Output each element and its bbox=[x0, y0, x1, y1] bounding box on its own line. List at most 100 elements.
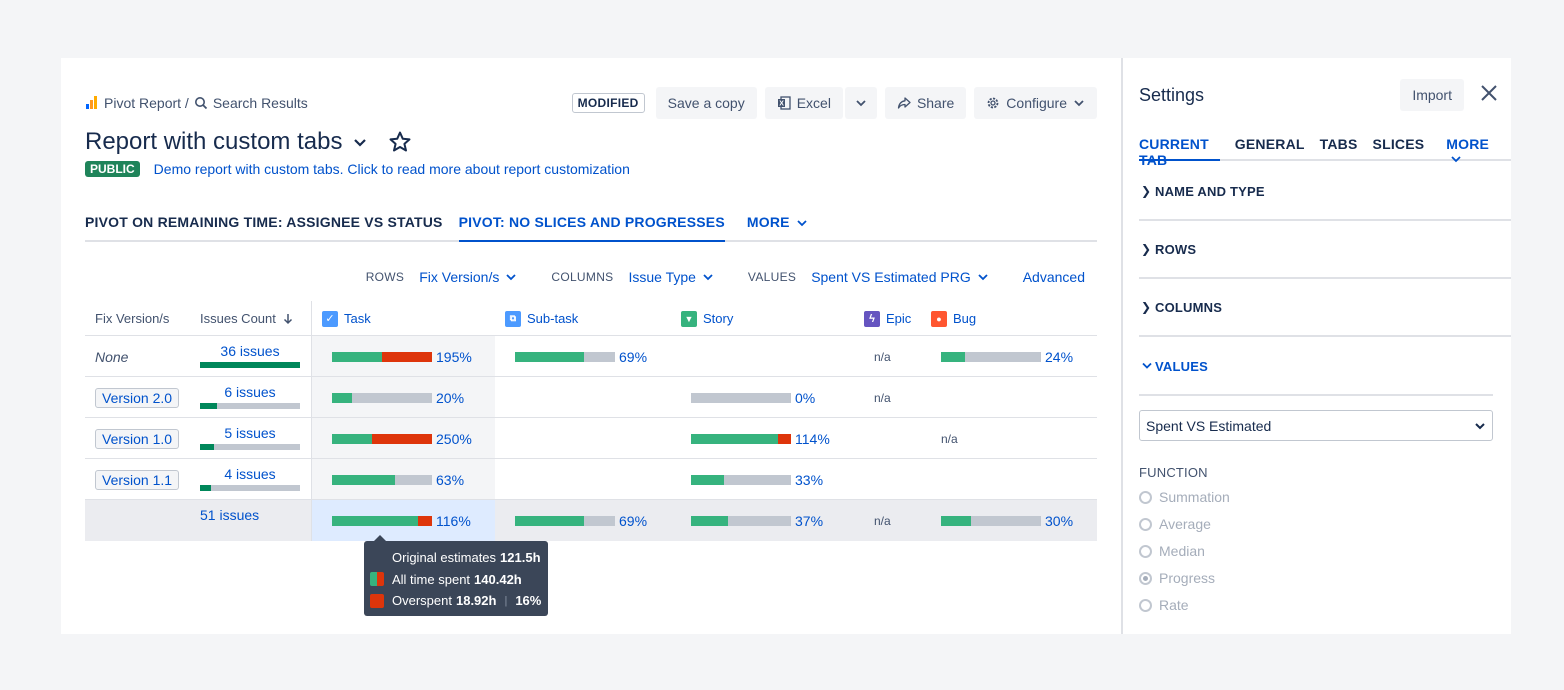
chevron-down-icon[interactable] bbox=[352, 134, 368, 150]
pivot-table: Fix Version/s Issues Count ✓ Task ⧉ Sub-… bbox=[85, 301, 1097, 541]
values-select[interactable]: Spent VS Estimated PRG bbox=[811, 269, 989, 285]
header-task[interactable]: ✓ Task bbox=[322, 301, 371, 336]
story-progress[interactable]: 0% bbox=[691, 377, 815, 418]
section-rows[interactable]: ❯ ROWS bbox=[1139, 221, 1511, 279]
radio-summation[interactable]: Summation bbox=[1139, 489, 1230, 505]
task-progress[interactable]: 63% bbox=[332, 459, 464, 500]
issues-count-link[interactable]: 51 issues bbox=[200, 507, 260, 523]
columns-select[interactable]: Issue Type bbox=[628, 269, 713, 285]
radio-rate[interactable]: Rate bbox=[1139, 597, 1189, 613]
excel-dropdown-button[interactable] bbox=[844, 87, 877, 119]
advanced-link[interactable]: Advanced bbox=[1022, 269, 1085, 285]
radio-progress[interactable]: Progress bbox=[1139, 570, 1215, 586]
subtask-icon: ⧉ bbox=[505, 310, 521, 327]
values-select[interactable]: Spent VS Estimated bbox=[1139, 410, 1493, 441]
section-values[interactable]: VALUES bbox=[1139, 337, 1511, 395]
close-icon[interactable] bbox=[1479, 84, 1499, 104]
task-progress[interactable]: 250% bbox=[332, 418, 472, 459]
section-name-type-label: NAME AND TYPE bbox=[1155, 183, 1265, 199]
description-link[interactable]: Demo report with custom tabs. Click to r… bbox=[153, 161, 630, 177]
panel-divider[interactable] bbox=[1121, 58, 1123, 634]
chevron-down-icon bbox=[703, 274, 713, 281]
excel-icon: X bbox=[777, 96, 791, 110]
radio-selected-icon bbox=[1139, 571, 1152, 585]
toolbar: MODIFIED Save a copy X Excel Share Confi… bbox=[571, 87, 1097, 119]
modified-badge: MODIFIED bbox=[571, 93, 645, 113]
story-progress[interactable]: 114% bbox=[691, 418, 830, 459]
table-row: None 36 issues 195% 69% n/a 24% bbox=[85, 336, 1097, 377]
configure-button[interactable]: Configure bbox=[974, 87, 1097, 119]
version-tag[interactable]: Version 1.1 bbox=[95, 469, 180, 490]
breadcrumb-current[interactable]: Search Results bbox=[212, 95, 308, 111]
story-progress[interactable]: 33% bbox=[691, 459, 823, 500]
header-issues-count-label: Issues Count bbox=[200, 311, 276, 326]
title-row: Report with custom tabs bbox=[85, 128, 412, 156]
settings-tab-current[interactable]: CURRENT TAB bbox=[1139, 136, 1220, 168]
tooltip-estimates-label: Original estimates bbox=[392, 550, 497, 566]
chevron-down-icon bbox=[1451, 156, 1461, 163]
chevron-down-icon bbox=[1475, 422, 1485, 429]
header-story[interactable]: ▼ Story bbox=[681, 301, 733, 336]
header-issues-count[interactable]: Issues Count bbox=[200, 301, 294, 336]
radio-label: Rate bbox=[1159, 597, 1189, 613]
task-progress[interactable]: 116% bbox=[332, 500, 471, 541]
table-row: Version 2.0 6 issues 20% 0% n/a bbox=[85, 377, 1097, 418]
subtask-progress[interactable]: 69% bbox=[515, 336, 647, 377]
bug-progress[interactable]: 24% bbox=[941, 336, 1073, 377]
settings-tab-more-label: MORE bbox=[1446, 136, 1490, 152]
story-progress-value: 0% bbox=[795, 389, 816, 406]
section-name-type[interactable]: ❯ NAME AND TYPE bbox=[1139, 163, 1511, 221]
version-tag[interactable]: Version 2.0 bbox=[95, 387, 180, 408]
task-progress[interactable]: 20% bbox=[332, 377, 464, 418]
radio-icon bbox=[1139, 544, 1152, 558]
bug-progress[interactable]: 30% bbox=[941, 500, 1073, 541]
task-column-bg bbox=[311, 301, 495, 335]
section-values-label: VALUES bbox=[1155, 358, 1208, 374]
star-icon[interactable] bbox=[388, 130, 412, 154]
story-progress[interactable]: 37% bbox=[691, 500, 823, 541]
header-story-label: Story bbox=[703, 311, 734, 326]
tab-no-slices[interactable]: PIVOT: NO SLICES AND PROGRESSES bbox=[458, 208, 725, 242]
breadcrumb-root[interactable]: Pivot Report / bbox=[104, 95, 189, 111]
rows-value: Fix Version/s bbox=[419, 269, 500, 285]
header-bug[interactable]: ● Bug bbox=[931, 301, 976, 336]
excel-button[interactable]: X Excel bbox=[764, 87, 843, 119]
issues-count-link[interactable]: 36 issues bbox=[220, 343, 280, 359]
header-subtask[interactable]: ⧉ Sub-task bbox=[505, 301, 578, 336]
tab-remaining-time[interactable]: PIVOT ON REMAINING TIME: ASSIGNEE VS STA… bbox=[85, 214, 443, 230]
section-columns[interactable]: ❯ COLUMNS bbox=[1139, 279, 1511, 337]
radio-median[interactable]: Median bbox=[1139, 543, 1205, 559]
issues-count-bar bbox=[200, 444, 300, 450]
settings-tab-slices[interactable]: SLICES bbox=[1372, 136, 1425, 152]
table-row: Version 1.1 4 issues 63% 33% bbox=[85, 459, 1097, 500]
header-epic[interactable]: ϟ Epic bbox=[864, 301, 911, 336]
rows-select[interactable]: Fix Version/s bbox=[419, 269, 517, 285]
header-subtask-label: Sub-task bbox=[527, 311, 579, 326]
chevron-down-icon bbox=[797, 220, 807, 227]
epic-icon: ϟ bbox=[864, 310, 880, 327]
header-fix-version[interactable]: Fix Version/s bbox=[95, 311, 170, 326]
subtask-progress[interactable]: 69% bbox=[515, 500, 647, 541]
columns-value: Issue Type bbox=[628, 269, 696, 285]
issues-count-bar bbox=[200, 403, 300, 409]
issues-count-link[interactable]: 6 issues bbox=[224, 384, 276, 400]
subtask-progress-value: 69% bbox=[619, 348, 648, 365]
chevron-right-icon: ❯ bbox=[1141, 300, 1152, 314]
settings-tab-general[interactable]: GENERAL bbox=[1234, 136, 1305, 152]
issues-count-link[interactable]: 5 issues bbox=[224, 425, 276, 441]
import-button[interactable]: Import bbox=[1400, 79, 1464, 111]
settings-tab-more[interactable]: MORE bbox=[1446, 136, 1496, 163]
task-progress[interactable]: 195% bbox=[332, 336, 472, 377]
radio-label: Median bbox=[1159, 543, 1205, 559]
configure-label: Configure bbox=[1006, 95, 1067, 111]
radio-average[interactable]: Average bbox=[1139, 516, 1211, 532]
settings-tab-tabs[interactable]: TABS bbox=[1319, 136, 1358, 152]
issues-count-link[interactable]: 4 issues bbox=[224, 466, 276, 482]
tooltip-spent-value: 140.42h bbox=[474, 571, 522, 587]
tab-more[interactable]: MORE bbox=[747, 208, 808, 242]
save-copy-button[interactable]: Save a copy bbox=[655, 87, 757, 119]
save-copy-label: Save a copy bbox=[667, 95, 745, 111]
share-button[interactable]: Share bbox=[884, 87, 967, 119]
version-tag[interactable]: Version 1.0 bbox=[95, 428, 180, 449]
progress-tooltip: Original estimates 121.5h All time spent 1… bbox=[364, 535, 548, 616]
